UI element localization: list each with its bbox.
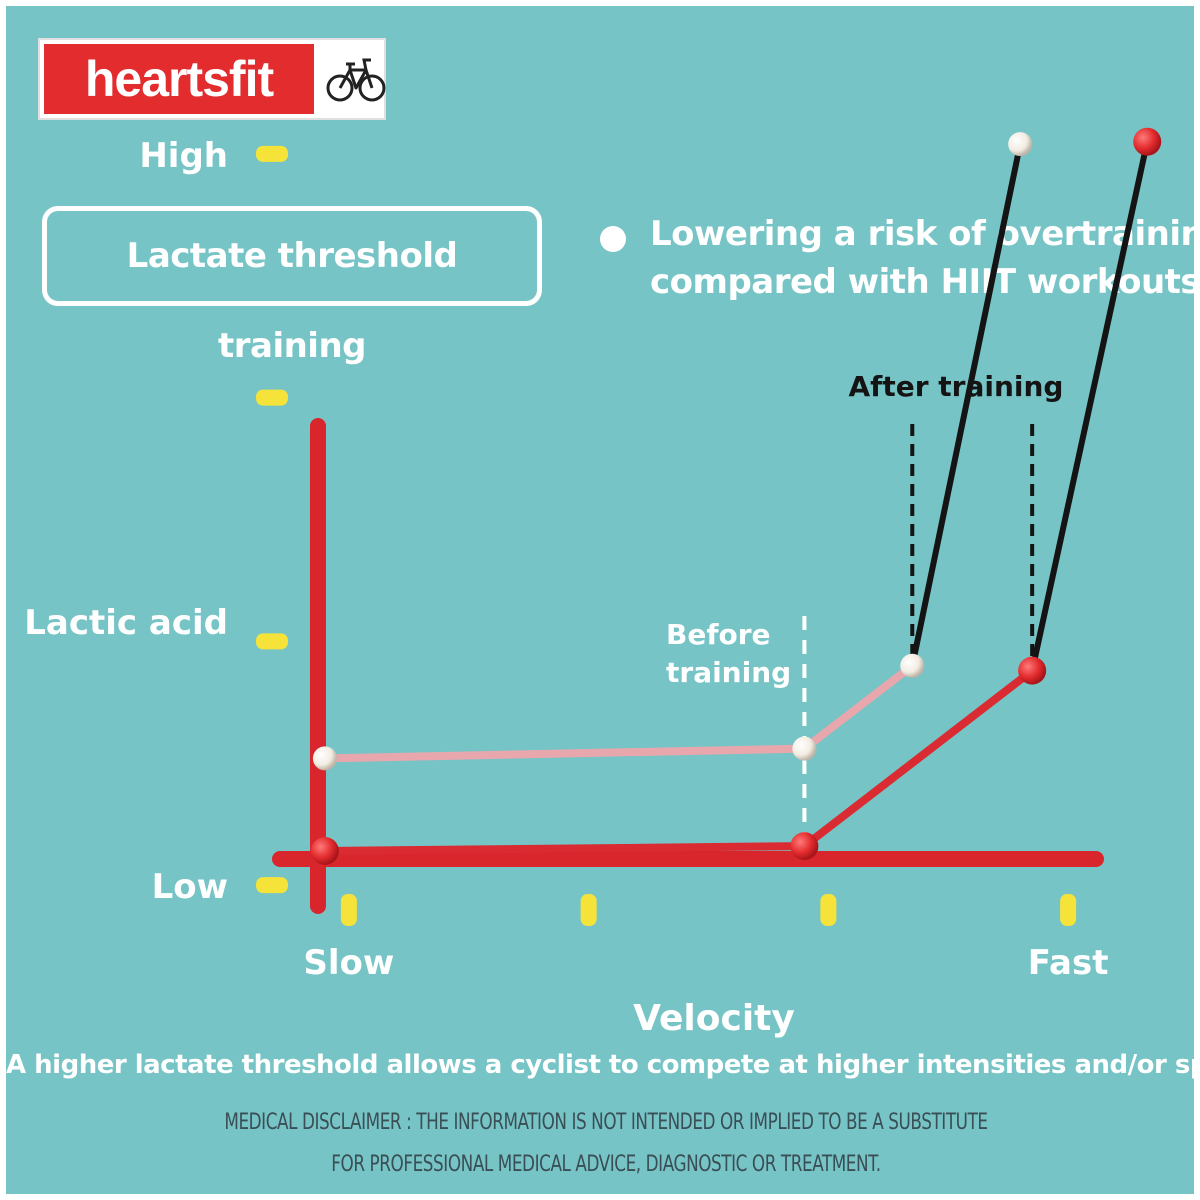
footer-caption: A higher lactate threshold allows a cycl… — [6, 1050, 1200, 1080]
y-tick — [256, 389, 288, 406]
before-series-line — [324, 662, 915, 763]
disclaimer-line-1: MEDICAL DISCLAIMER : THE INFORMATION IS … — [224, 1110, 988, 1135]
bullet-text-line-2: compared with HIIT workouts — [650, 262, 1200, 302]
after-training-label: After training — [849, 370, 1064, 403]
x-tick-label: Slow — [303, 943, 394, 983]
brand-logo: heartsfit — [38, 38, 386, 120]
y-tick-label: High — [139, 136, 228, 176]
y-tick — [256, 877, 288, 894]
before-data-point — [792, 736, 817, 761]
disclaimer-line-2: FOR PROFESSIONAL MEDICAL ADVICE, DIAGNOS… — [331, 1152, 881, 1177]
after-data-point — [1133, 127, 1162, 156]
x-tick — [1060, 894, 1077, 926]
before-training-label: Before — [666, 618, 771, 651]
section-title: Lactate threshold training — [42, 206, 542, 366]
after-data-point — [310, 837, 339, 865]
before-training-label: training — [666, 656, 791, 689]
after-data-point — [1018, 656, 1047, 685]
after-steep-segment — [1029, 138, 1151, 674]
y-tick — [256, 145, 288, 162]
before-steep-segment — [909, 141, 1024, 669]
x-tick-label: Fast — [1028, 943, 1109, 983]
before-data-point — [1008, 132, 1033, 157]
y-tick — [256, 633, 288, 650]
before-data-point — [312, 746, 337, 771]
lactate-chart: High Low Slow Fast Lactic acid Velocity Before… — [24, 127, 1162, 1039]
brand-name: heartsfit — [44, 44, 314, 114]
bullet-dot — [600, 226, 626, 252]
x-tick — [580, 894, 597, 926]
before-data-point — [900, 653, 925, 678]
bicycle-icon — [326, 58, 386, 102]
y-axis-title: Lactic acid — [24, 603, 228, 643]
x-tick — [340, 894, 357, 926]
x-axis-title: Velocity — [633, 998, 795, 1039]
y-tick-label: Low — [152, 867, 228, 907]
bullet-text-line-1: Lowering a risk of overtraining — [650, 214, 1200, 254]
x-tick — [820, 894, 837, 926]
after-series-line — [324, 667, 1035, 855]
after-data-point — [790, 832, 819, 861]
